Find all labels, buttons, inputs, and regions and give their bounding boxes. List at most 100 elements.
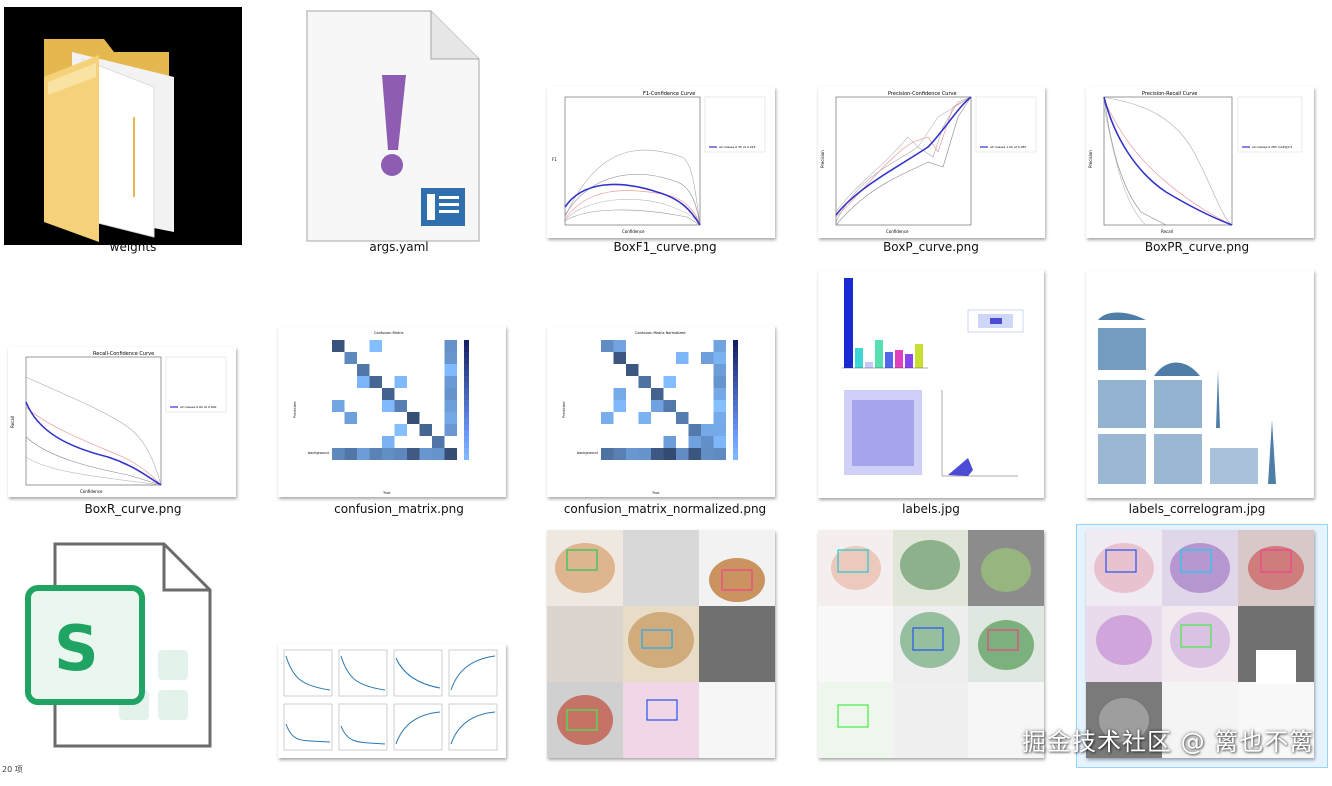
- colorbar-segment: [733, 340, 738, 346]
- svg-text:Confidence: Confidence: [622, 229, 645, 234]
- colorbar-segment: [733, 430, 738, 436]
- colorbar-segment: [464, 358, 469, 364]
- svg-text:Precision-Recall Curve: Precision-Recall Curve: [1142, 91, 1197, 97]
- heatmap-cell: [444, 400, 457, 412]
- folder-icon: [4, 7, 242, 245]
- colorbar-segment: [464, 406, 469, 412]
- file-item-labels-jpg[interactable]: labels.jpg: [798, 262, 1064, 524]
- heatmap-cell: [651, 388, 664, 400]
- heatmap-cell: [382, 436, 395, 448]
- watermark: 掘金技术社区 @ 篱也不篱: [1022, 728, 1315, 756]
- heatmap-cell: [357, 364, 370, 376]
- file-name: BoxF1_curve.png: [613, 240, 717, 254]
- heatmap-cell: [688, 424, 701, 436]
- heatmap-cell: [701, 424, 714, 436]
- colorbar-segment: [464, 364, 469, 370]
- spreadsheet-file-icon: S: [24, 540, 214, 750]
- svg-text:all classes 0.35 at 0.223: all classes 0.35 at 0.223: [719, 145, 756, 149]
- file-item-boxp-curve[interactable]: Precision-Confidence Curve all classes 1…: [798, 0, 1064, 262]
- confusion-matrix-normalized-thumbnail: Confusion Matrix Normalized True Predict…: [547, 326, 775, 497]
- colorbar-segment: [733, 436, 738, 442]
- colorbar-segment: [464, 388, 469, 394]
- colorbar-segment: [733, 376, 738, 382]
- colorbar-segment: [733, 412, 738, 418]
- file-item-labels-correlogram[interactable]: labels_correlogram.jpg: [1064, 262, 1330, 524]
- svg-text:F1-Confidence Curve: F1-Confidence Curve: [643, 91, 695, 97]
- heatmap-cell: [601, 340, 614, 352]
- heatmap-cell: [407, 412, 420, 424]
- heatmap-cell: [394, 376, 407, 388]
- colorbar-segment: [733, 418, 738, 424]
- heatmap-cell: [444, 388, 457, 400]
- svg-text:Precision-Confidence Curve: Precision-Confidence Curve: [888, 91, 957, 97]
- colorbar-segment: [733, 352, 738, 358]
- file-item-boxf1-curve[interactable]: F1-Confidence Curve all classes 0.35 at …: [532, 0, 798, 262]
- svg-text:background: background: [577, 451, 598, 455]
- heatmap-cell: [419, 424, 432, 436]
- file-item-confusion-matrix-normalized[interactable]: Confusion Matrix Normalized True Predict…: [532, 262, 798, 524]
- file-item-train-batch-2[interactable]: [1076, 524, 1328, 768]
- file-name: weights: [109, 240, 157, 254]
- file-item-boxr-curve[interactable]: Recall-Confidence Curve all classes 0.60…: [0, 262, 266, 524]
- heatmap-cell: [713, 364, 726, 376]
- file-name: BoxPR_curve.png: [1144, 240, 1250, 254]
- file-item-confusion-matrix[interactable]: Confusion Matrix True Predicted backgrou…: [266, 262, 532, 524]
- heatmap-cell: [382, 388, 395, 400]
- file-item-results-png[interactable]: [266, 524, 532, 786]
- results-thumbnail: [278, 644, 506, 758]
- file-item-weights[interactable]: weights: [0, 0, 266, 262]
- file-item-results-csv[interactable]: S: [0, 524, 266, 786]
- heatmap-cell: [369, 340, 382, 352]
- file-name: labels.jpg: [902, 502, 960, 516]
- file-name: confusion_matrix.png: [334, 502, 464, 516]
- svg-text:Predicted: Predicted: [293, 402, 297, 418]
- heatmap-cell: [444, 424, 457, 436]
- heatmap-cell: [663, 400, 676, 412]
- train-batch-thumbnail: [818, 530, 1044, 758]
- svg-text:all classes 0.285 mAP@0.5: all classes 0.285 mAP@0.5: [1252, 145, 1292, 149]
- colorbar-segment: [733, 448, 738, 454]
- heatmap-cell: [394, 448, 407, 460]
- yaml-file-icon: [306, 10, 481, 242]
- colorbar-segment: [464, 454, 469, 460]
- file-item-args-yaml[interactable]: args.yaml: [266, 0, 532, 262]
- svg-text:Confusion Matrix Normalized: Confusion Matrix Normalized: [635, 331, 686, 335]
- colorbar-segment: [464, 400, 469, 406]
- colorbar-segment: [733, 364, 738, 370]
- heatmap-cell: [601, 448, 614, 460]
- precision-recall-curve-thumbnail: Precision-Recall Curve all classes 0.285…: [1086, 87, 1314, 238]
- heatmap-cell: [713, 400, 726, 412]
- svg-text:Precision: Precision: [1088, 150, 1093, 168]
- heatmap-cell: [663, 436, 676, 448]
- file-item-train-batch-1[interactable]: [798, 524, 1064, 786]
- heatmap-cell: [344, 412, 357, 424]
- labels-correlogram-thumbnail: [1086, 270, 1314, 498]
- heatmap-cell: [626, 448, 639, 460]
- svg-text:Recall: Recall: [1161, 229, 1173, 234]
- colorbar-segment: [733, 442, 738, 448]
- heatmap-cell: [444, 412, 457, 424]
- heatmap-cell: [382, 400, 395, 412]
- recall-curve-thumbnail: Recall-Confidence Curve all classes 0.60…: [8, 347, 236, 497]
- colorbar-segment: [733, 388, 738, 394]
- colorbar-segment: [464, 382, 469, 388]
- colorbar-segment: [464, 376, 469, 382]
- svg-text:background: background: [308, 451, 329, 455]
- colorbar-segment: [464, 442, 469, 448]
- heatmap-cell: [651, 400, 664, 412]
- heatmap-cell: [369, 376, 382, 388]
- file-item-train-batch-0[interactable]: [532, 524, 798, 786]
- train-batch-thumbnail: [1086, 530, 1314, 758]
- svg-text:F1: F1: [552, 157, 557, 162]
- heatmap-cell: [713, 436, 726, 448]
- colorbar-segment: [733, 346, 738, 352]
- heatmap-cell: [382, 448, 395, 460]
- svg-text:Precision: Precision: [820, 150, 825, 168]
- labels-thumbnail: [818, 270, 1044, 498]
- heatmap-cell: [344, 352, 357, 364]
- file-item-boxpr-curve[interactable]: Precision-Recall Curve all classes 0.285…: [1064, 0, 1330, 262]
- heatmap-cell: [663, 448, 676, 460]
- heatmap-cell: [626, 364, 639, 376]
- heatmap-cell: [638, 376, 651, 388]
- heatmap-cell: [613, 352, 626, 364]
